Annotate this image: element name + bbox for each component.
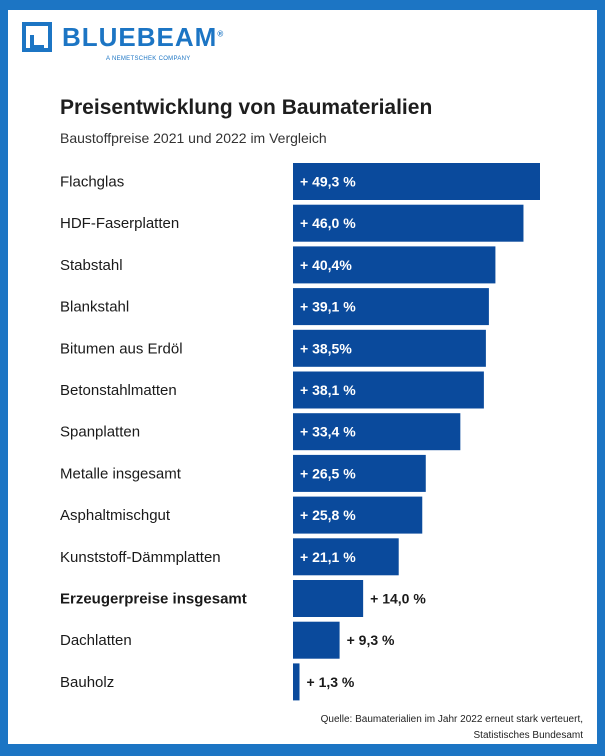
category-label: HDF-Faserplatten bbox=[60, 215, 179, 232]
chart-subtitle: Baustoffpreise 2021 und 2022 im Vergleic… bbox=[60, 130, 327, 146]
value-label: + 38,5% bbox=[300, 340, 352, 356]
bar bbox=[293, 163, 540, 200]
bar bbox=[293, 246, 496, 284]
brand-name: BLUEBEAM bbox=[62, 22, 218, 52]
category-label: Metalle insgesamt bbox=[60, 465, 182, 482]
category-label: Spanplatten bbox=[60, 424, 140, 441]
value-label: + 25,8 % bbox=[300, 507, 356, 523]
value-label: + 46,0 % bbox=[300, 215, 356, 231]
category-label: Dachlatten bbox=[60, 632, 132, 649]
category-label: Kunststoff-Dämmplatten bbox=[60, 549, 221, 566]
bar bbox=[293, 371, 484, 409]
chart-title: Preisentwicklung von Baumaterialien bbox=[60, 96, 433, 119]
bar bbox=[293, 621, 340, 659]
category-label: Asphaltmischgut bbox=[60, 507, 171, 524]
value-label: + 14,0 % bbox=[370, 591, 426, 607]
bar bbox=[293, 204, 524, 242]
bar bbox=[293, 580, 364, 617]
bar bbox=[293, 663, 300, 701]
value-label: + 9,3 % bbox=[347, 632, 395, 648]
bluebeam-logo-icon bbox=[22, 22, 52, 52]
value-label: + 26,5 % bbox=[300, 465, 356, 481]
category-label: Stabstahl bbox=[60, 257, 123, 274]
value-label: + 33,4 % bbox=[300, 424, 356, 440]
value-label: + 1,3 % bbox=[307, 674, 355, 690]
value-label: + 39,1 % bbox=[300, 299, 356, 315]
source-note: Quelle: Baumaterialien im Jahr 2022 erne… bbox=[321, 712, 583, 744]
brand-tagline: A NEMETSCHEK COMPANY bbox=[106, 56, 191, 62]
source-line-2: Statistisches Bundesamt bbox=[473, 730, 584, 741]
bar bbox=[293, 538, 399, 576]
category-label: Betonstahlmatten bbox=[60, 382, 177, 399]
category-label: Flachglas bbox=[60, 174, 124, 191]
source-line-1: Quelle: Baumaterialien im Jahr 2022 erne… bbox=[320, 714, 583, 725]
bar bbox=[293, 496, 423, 534]
bar bbox=[293, 288, 489, 326]
bar bbox=[293, 454, 426, 492]
category-label: Bauholz bbox=[60, 674, 114, 691]
category-label: Erzeugerpreise insgesamt bbox=[60, 591, 247, 608]
value-label: + 38,1 % bbox=[300, 382, 356, 398]
value-label: + 40,4% bbox=[300, 257, 352, 273]
category-label: Bitumen aus Erdöl bbox=[60, 340, 183, 357]
registered-mark: ® bbox=[217, 29, 225, 39]
value-label: + 21,1 % bbox=[300, 549, 356, 565]
bar bbox=[293, 329, 486, 367]
value-label: + 49,3 % bbox=[300, 174, 356, 190]
bar bbox=[293, 413, 461, 451]
category-label: Blankstahl bbox=[60, 299, 129, 316]
